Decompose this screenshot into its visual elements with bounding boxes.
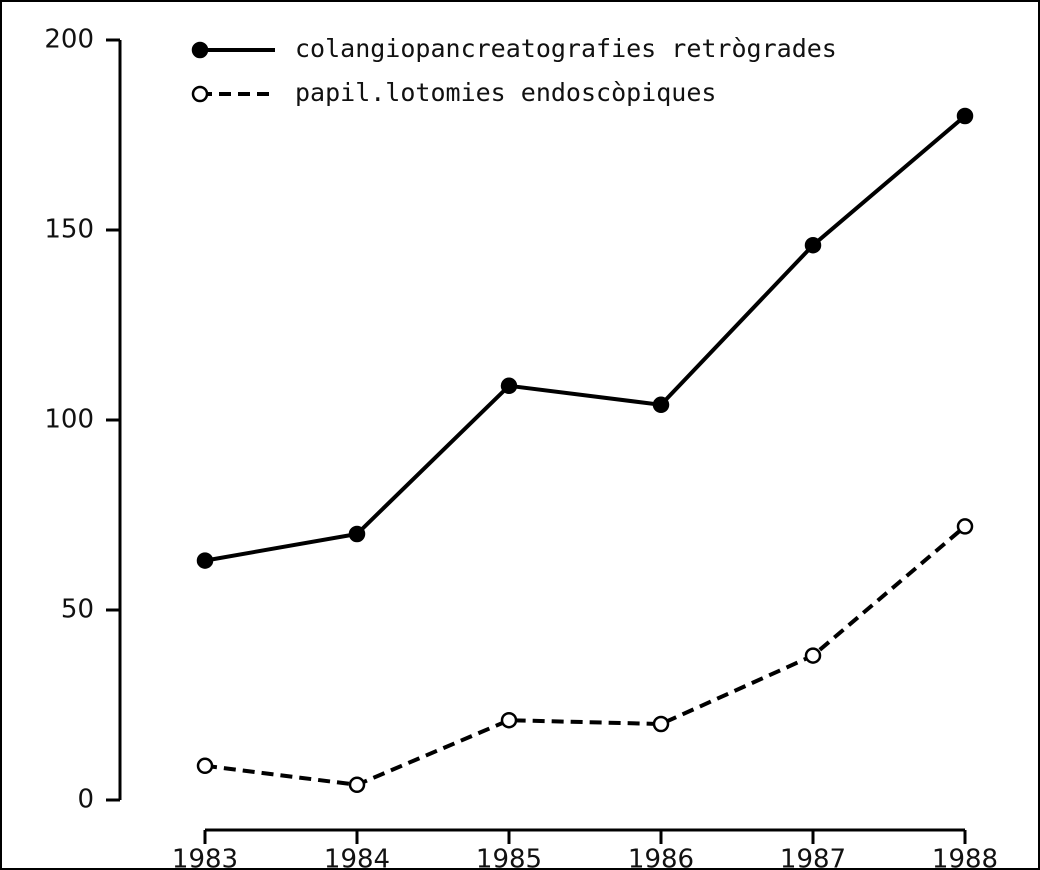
legend-label: colangiopancreatografies retrògrades: [295, 34, 837, 63]
data-point: [196, 757, 214, 775]
data-point: [804, 647, 822, 664]
legend-label: papil.lotomies endoscòpiques: [295, 78, 716, 107]
y-tick-label: 150: [44, 215, 94, 245]
data-point: [652, 715, 670, 733]
data-point: [348, 776, 366, 794]
data-point: [804, 236, 822, 254]
data-point: [196, 552, 214, 569]
y-tick-label: 50: [61, 595, 94, 625]
data-point: [500, 377, 518, 395]
data-point: [500, 711, 518, 729]
x-tick-label: 1987: [780, 845, 846, 870]
x-tick-label: 1984: [324, 845, 390, 870]
legend-marker: [191, 41, 209, 59]
x-tick-label: 1985: [476, 845, 542, 870]
series-line: [204, 114, 967, 563]
y-tick-label: 0: [77, 785, 94, 815]
x-tick-label: 1986: [628, 845, 694, 870]
data-point: [956, 518, 974, 535]
x-tick-label: 1988: [932, 845, 998, 870]
y-tick-label: 200: [44, 25, 94, 55]
data-point: [652, 396, 670, 414]
y-tick-label: 100: [44, 405, 94, 435]
x-tick-label: 1983: [172, 845, 238, 870]
legend-marker: [191, 85, 209, 103]
data-point: [956, 107, 974, 125]
data-point: [348, 525, 366, 543]
series-line: [204, 524, 967, 787]
